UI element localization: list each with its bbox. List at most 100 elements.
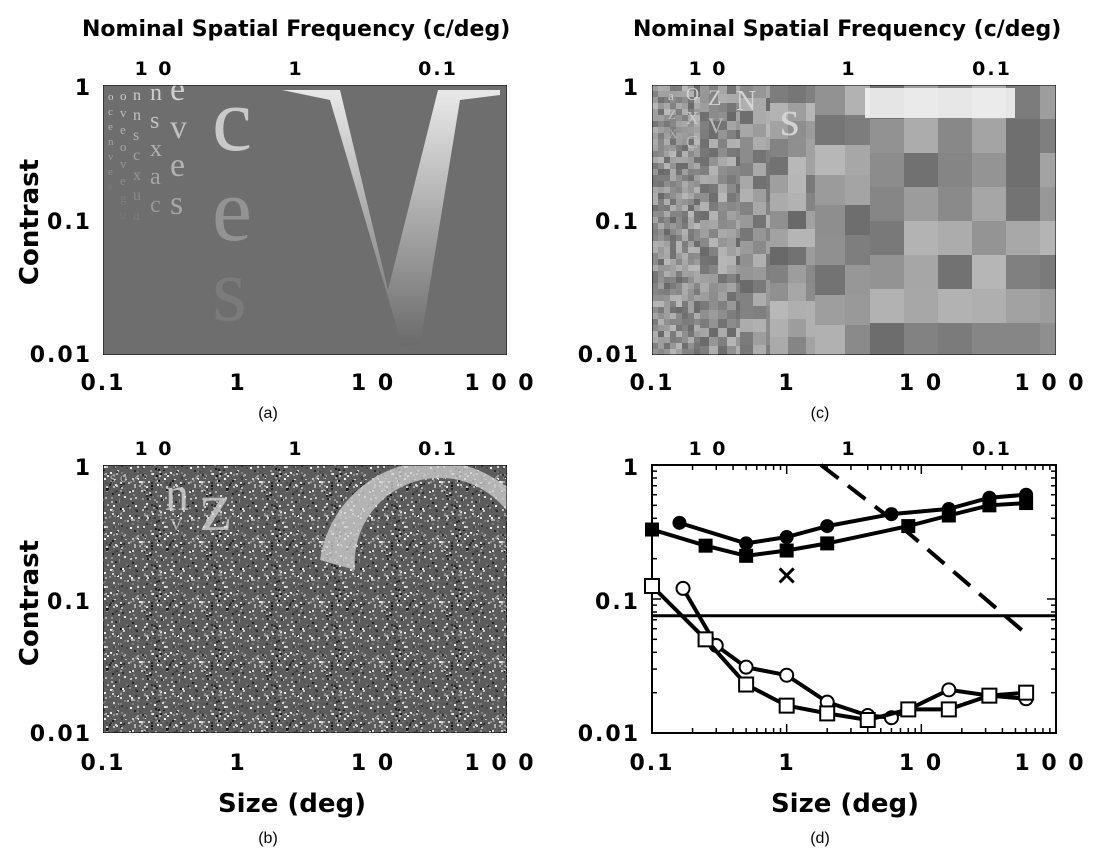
panel-c-mosaic-check xyxy=(688,259,695,266)
panel-c-mosaic-check xyxy=(700,157,710,167)
panel-c-mosaic-check xyxy=(682,109,689,116)
panel-c-mosaic-check xyxy=(664,337,671,344)
panel-c-mosaic-check xyxy=(676,133,683,140)
panel-c-mosaic-check xyxy=(694,103,701,110)
panel-c-mosaic-check xyxy=(652,169,659,176)
panel-c-mosaic-check xyxy=(815,325,846,355)
panel-c-mosaic-check xyxy=(1040,289,1056,324)
panel-c-mosaic-check xyxy=(694,301,701,308)
panel-c-mosaic-check xyxy=(676,193,683,200)
panel-c-mosaic-check xyxy=(652,85,659,92)
panel-c-mosaic-check xyxy=(753,319,767,333)
panel-c-mosaic-check xyxy=(682,97,689,104)
panel-c-mosaic-check xyxy=(700,238,710,248)
panel-c-mosaic-check xyxy=(718,346,728,355)
panel-a-x-tick-0.1: 0.1 xyxy=(81,371,126,396)
panel-c-mosaic-check xyxy=(694,169,701,176)
panel-c-mosaic-check xyxy=(688,325,695,332)
panel-c-mosaic-check xyxy=(676,325,683,332)
panel-c-mosaic-check xyxy=(740,345,754,355)
panel-c-mosaic-check xyxy=(700,319,710,329)
panel-c-mosaic-check xyxy=(718,292,728,302)
panel-c-mosaic-check xyxy=(709,85,719,95)
panel-c-mosaic-check xyxy=(682,307,689,314)
series-3-point xyxy=(981,687,998,704)
panel-c-mosaic-check xyxy=(700,337,710,347)
series-1-point xyxy=(941,508,956,523)
panel-b-noisy-letter: n xyxy=(165,468,189,521)
panel-c-mosaic-check xyxy=(682,241,689,248)
panel-c-mosaic-check xyxy=(788,337,807,355)
panel-b-y-axis-label: Contrast xyxy=(15,540,45,666)
panel-c-mosaic-check xyxy=(700,301,710,311)
panel-c-mosaic-check xyxy=(718,85,728,95)
panel-c-mosaic-check xyxy=(938,255,973,290)
panel-c-mosaic-check xyxy=(904,289,939,324)
panel-c-mosaic-check xyxy=(658,139,665,146)
panel-d-x-tick-100: 1 0 0 xyxy=(1014,751,1085,776)
panel-c-mosaic-check xyxy=(676,337,683,344)
panel-c-mosaic-check xyxy=(658,223,665,230)
panel-b-caption: (b) xyxy=(258,830,278,847)
panel-c-mosaic-check xyxy=(652,349,659,355)
panel-c-mosaic-check xyxy=(670,259,677,266)
panel-c-mosaic-check xyxy=(938,289,973,324)
panel-c-mosaic-check xyxy=(727,157,737,167)
panel-c-mosaic-check xyxy=(694,283,701,290)
panel-c-mosaic-check xyxy=(1040,153,1056,188)
panel-c-mosaic-check xyxy=(694,211,701,218)
panel-c-mosaic-check xyxy=(694,151,701,158)
panel-c-mosaic-check xyxy=(682,157,689,164)
panel-c-mosaic-check xyxy=(718,211,728,221)
panel-c-mosaic-check xyxy=(709,121,719,131)
panel-c-mosaic-check xyxy=(727,247,737,257)
panel-c-mosaic-check xyxy=(670,175,677,182)
panel-c-mosaic-check xyxy=(652,325,659,332)
panel-c-mosaic-check xyxy=(753,280,767,294)
panel-c-mosaic-check xyxy=(682,139,689,146)
panel-c-mosaic-check xyxy=(682,91,689,98)
panel-a-x-tick-1: 1 xyxy=(229,371,246,396)
panel-c-mosaic-check xyxy=(688,187,695,194)
panel-c-mosaic-check xyxy=(676,277,683,284)
panel-c-mosaic-check xyxy=(788,229,807,248)
panel-c-mosaic-check xyxy=(688,283,695,290)
panel-c-mosaic-check xyxy=(676,175,683,182)
panel-a-chart-letter: x xyxy=(133,167,141,184)
panel-c-mosaic-check xyxy=(682,187,689,194)
panel-d-x-tick-1: 1 xyxy=(778,751,795,776)
panel-c-mosaic-check xyxy=(694,115,701,122)
panel-c-mosaic-check xyxy=(753,332,767,346)
panel-c-mosaic-check xyxy=(676,265,683,272)
panel-c-mosaic-check xyxy=(688,229,695,236)
panel-c-mosaic-check xyxy=(740,137,754,151)
panel-c-mosaic-check xyxy=(688,163,695,170)
panel-a-chart-letter: e xyxy=(120,173,126,188)
panel-c-mosaic-check xyxy=(682,145,689,152)
panel-c-mosaic-check xyxy=(770,211,789,230)
panel-c-mosaic-check xyxy=(664,109,671,116)
panel-c-mosaic-check xyxy=(676,211,683,218)
series-2-point xyxy=(738,659,754,675)
panel-c-mosaic-check xyxy=(718,265,728,275)
panel-c-mosaic-check xyxy=(688,145,695,152)
panel-a-chart-letter: n xyxy=(150,80,162,106)
panel-c-mosaic-check xyxy=(682,229,689,236)
panel-c-mosaic-check xyxy=(658,337,665,344)
panel-a-chart-letter: s xyxy=(108,181,112,193)
panel-c-mosaic-highlight xyxy=(865,88,1015,118)
panel-a-chart-letter: g xyxy=(120,190,127,205)
panel-c-mosaic-check xyxy=(727,202,737,212)
panel-c-mosaic-check xyxy=(658,109,665,116)
panel-c-mosaic-check xyxy=(700,283,710,293)
panel-c-mosaic-check xyxy=(652,187,659,194)
panel-a-chart-letter: v xyxy=(120,156,127,171)
panel-c-mosaic-check xyxy=(709,265,719,275)
panel-a-chart-letter: e xyxy=(108,121,113,133)
panel-c-mosaic-check xyxy=(753,306,767,320)
panel-c-mosaic-check xyxy=(694,253,701,260)
panel-c-mosaic-check xyxy=(709,211,719,221)
panel-c-mosaic-check xyxy=(709,238,719,248)
panel-c-mosaic-check xyxy=(670,145,677,152)
panel-b-top-tick-0.1: 0.1 xyxy=(418,438,458,460)
